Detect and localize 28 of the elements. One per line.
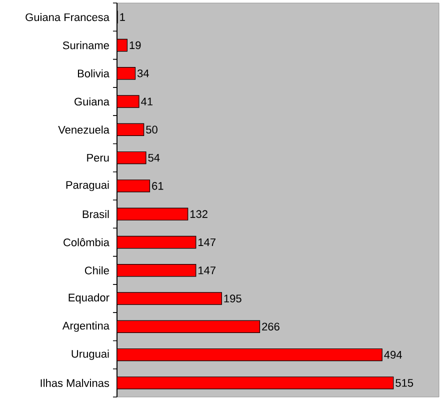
- data-label: 494: [384, 350, 402, 359]
- y-tick-label: Venezuela: [58, 126, 110, 134]
- data-label: 50: [146, 126, 158, 134]
- y-tick-label: Uruguai: [72, 350, 109, 360]
- data-label: 19: [130, 41, 141, 50]
- y-tick-label: Argentina: [62, 322, 110, 332]
- data-label: 41: [141, 98, 152, 106]
- y-tick-label: Brasil: [82, 210, 109, 218]
- data-label: 147: [198, 238, 216, 246]
- data-label: 132: [190, 210, 208, 218]
- data-label: 195: [224, 294, 242, 302]
- y-tick-label: Peru: [87, 154, 109, 162]
- y-tick-label: Suriname: [62, 41, 109, 50]
- data-label: 61: [152, 182, 164, 190]
- data-label: 1: [120, 13, 125, 21]
- data-label: 54: [148, 154, 160, 162]
- data-label: 34: [137, 69, 149, 78]
- y-tick-label: Guiana Francesa: [26, 13, 110, 22]
- y-tick-label: Chile: [84, 266, 109, 274]
- y-tick-label: Colômbia: [64, 238, 110, 246]
- data-label: 147: [198, 266, 216, 274]
- y-tick-label: Equador: [68, 293, 110, 304]
- data-label: 515: [396, 379, 414, 387]
- data-label: 266: [262, 322, 280, 331]
- y-tick-label: Guiana: [74, 97, 110, 106]
- y-tick-label: Ilhas Malvinas: [40, 378, 110, 387]
- y-tick-label: Paraguai: [66, 180, 109, 192]
- y-tick-label: Bolivia: [78, 69, 110, 78]
